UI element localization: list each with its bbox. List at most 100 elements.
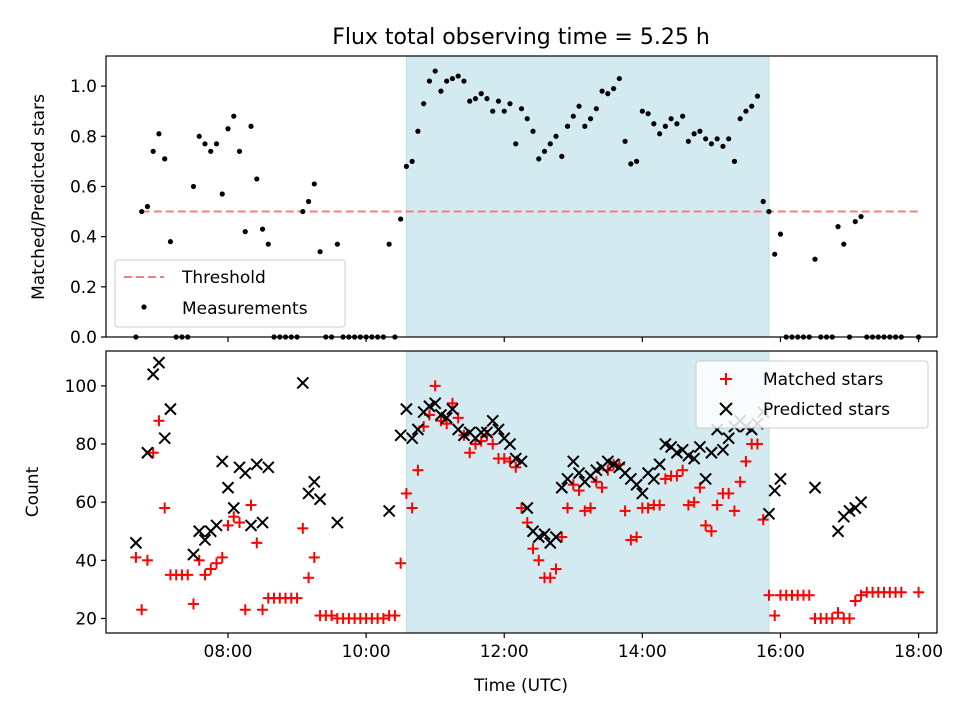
matched-stars-point	[562, 502, 574, 514]
matched-stars-point	[395, 557, 407, 569]
predicted-stars-point	[475, 426, 488, 439]
measurement-point	[490, 108, 496, 114]
predicted-stars-point	[515, 455, 528, 468]
measurements-legend-swatch	[141, 304, 147, 310]
predicted-stars-point	[561, 472, 574, 486]
y-tick-label: 80	[75, 435, 97, 455]
predicted-stars-point	[446, 402, 459, 416]
predicted-stars-point	[521, 501, 534, 515]
measurement-point	[438, 88, 444, 94]
predicted-stars-point	[129, 536, 143, 550]
measurement-point	[726, 136, 732, 142]
predicted-stars-point	[244, 519, 258, 532]
matched-stars-point	[723, 487, 735, 499]
matched-stars-point	[464, 447, 476, 459]
matched-stars-point	[550, 563, 562, 575]
matched-stars-point	[251, 537, 263, 549]
measurement-point	[582, 123, 588, 129]
matched-stars-point	[400, 487, 412, 499]
measurement-point	[213, 141, 220, 147]
matched-stars-point	[193, 554, 205, 566]
y-tick-label: 20	[75, 609, 97, 629]
matched-stars-point	[487, 438, 499, 450]
matched-stars-point	[187, 598, 199, 610]
measurement-point	[236, 148, 243, 154]
predicted-stars-point	[141, 446, 154, 459]
predicted-stars-point	[256, 516, 269, 529]
measurement-point	[731, 158, 738, 164]
measurement-point	[478, 91, 484, 97]
predicted-stars-point	[193, 525, 206, 538]
matched-stars-point	[734, 476, 746, 488]
measurement-point	[300, 208, 306, 215]
y-tick-label: 0.2	[70, 278, 97, 298]
measurement-point	[541, 148, 548, 154]
bottom-legend-box	[695, 360, 929, 429]
matched-stars-point	[585, 502, 597, 514]
measurement-point	[593, 106, 599, 112]
matched-stars-point	[527, 543, 539, 555]
measurement-point	[639, 108, 645, 114]
predicted-stars-point	[152, 356, 166, 369]
y-tick-label: 40	[75, 551, 97, 571]
measurement-point	[674, 121, 680, 127]
matched-stars-point	[544, 572, 556, 584]
measurement-point	[248, 123, 254, 129]
matched-stars-point	[303, 572, 315, 584]
matched-stars-point	[705, 525, 717, 537]
y-tick-label: 100	[65, 377, 97, 397]
measurement-point	[144, 203, 151, 210]
predicted-stars-point	[239, 466, 252, 480]
matched-stars-point	[234, 517, 246, 529]
measurement-point	[852, 218, 858, 225]
predicted-stars-point	[250, 458, 263, 471]
measurement-point	[720, 143, 726, 149]
matched-stars-point	[239, 604, 251, 616]
matched-stars-point	[377, 612, 389, 624]
measurement-point	[259, 226, 266, 232]
predicted-stars-point	[405, 432, 419, 445]
measurement-point	[467, 98, 473, 104]
matched-stars-point	[619, 505, 631, 517]
matched-stars-point	[682, 499, 694, 511]
matched-stars-point	[849, 595, 861, 607]
measurement-point	[645, 111, 651, 117]
matched-stars-point	[136, 604, 148, 616]
measurement-point	[777, 231, 784, 237]
y-tick-label: 0.8	[70, 127, 97, 147]
predicted-stars-point	[854, 495, 868, 509]
predicted-stars-point	[411, 423, 425, 436]
measurement-point	[553, 133, 559, 139]
predicted-stars-point	[216, 455, 229, 468]
measurement-point	[754, 93, 761, 99]
matched-legend-label: Matched stars	[763, 370, 883, 390]
matched-stars-point	[556, 531, 568, 543]
measurement-point	[570, 113, 576, 119]
predicted-stars-point	[221, 481, 235, 494]
predicted-stars-point	[146, 368, 160, 381]
measurement-point	[507, 101, 513, 107]
measurement-point	[530, 128, 536, 134]
measurement-point	[662, 123, 668, 129]
measurement-point	[426, 78, 433, 84]
measurement-point	[576, 103, 582, 109]
matched-stars-point	[590, 476, 602, 488]
predicted-stars-point	[400, 402, 413, 416]
matched-stars-point	[159, 502, 171, 514]
predicted-stars-point	[722, 432, 735, 445]
matched-stars-point	[677, 464, 689, 476]
matched-stars-point	[659, 473, 671, 485]
y-tick-label: 1.0	[70, 77, 97, 97]
measurement-point	[714, 136, 720, 142]
matched-stars-point	[182, 569, 194, 581]
matched-stars-point	[757, 514, 769, 526]
measurement-point	[691, 131, 697, 137]
predicted-stars-point	[705, 446, 718, 459]
measurement-point	[162, 156, 168, 162]
x-tick-label: 14:00	[618, 642, 667, 662]
predicted-stars-point	[549, 530, 563, 544]
measurement-point	[766, 208, 772, 215]
predicted-stars-point	[774, 472, 787, 486]
axes-frame	[105, 350, 938, 634]
